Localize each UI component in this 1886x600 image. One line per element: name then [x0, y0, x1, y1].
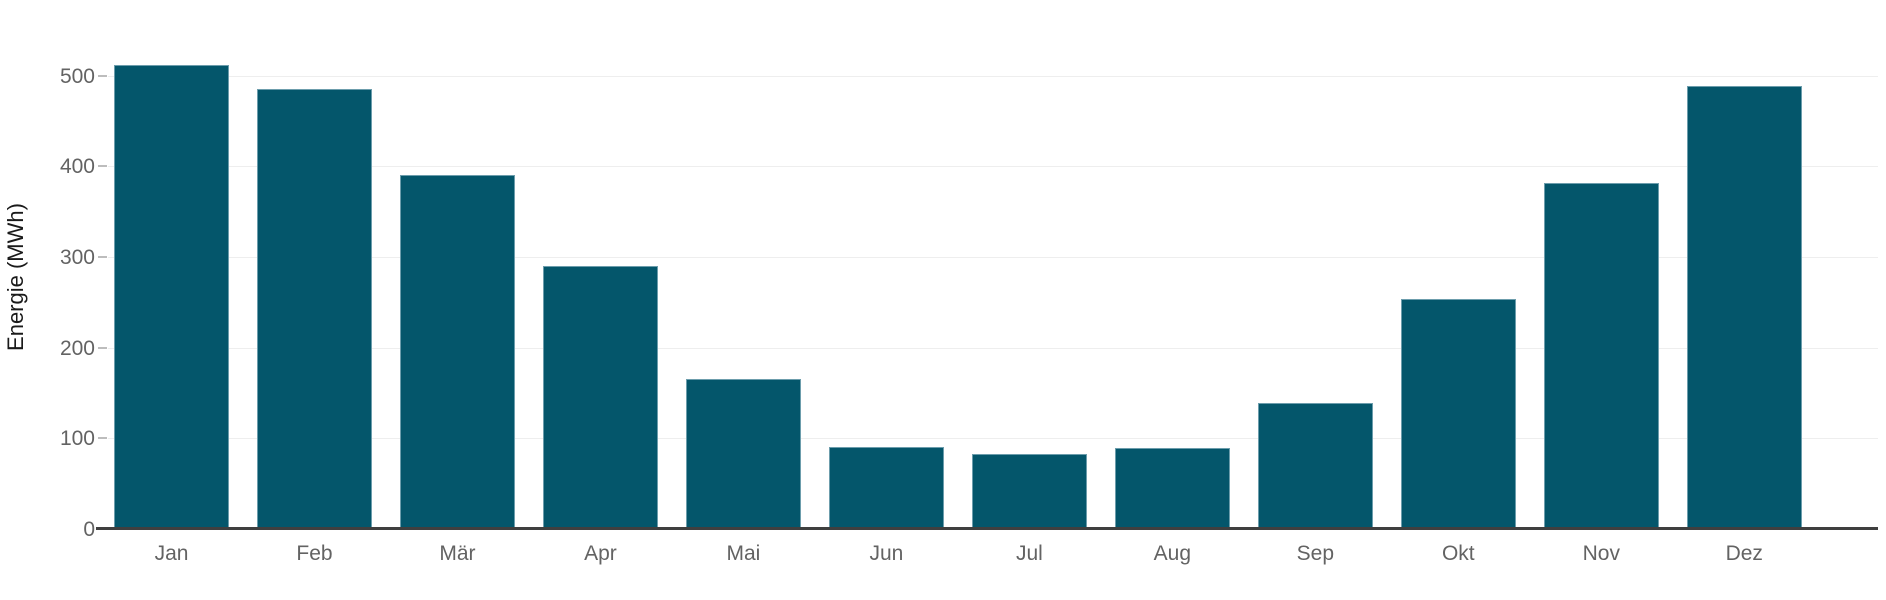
x-axis-line [96, 527, 1878, 530]
bar-jul[interactable] [971, 453, 1087, 529]
y-axis-title: Energie (MWh) [3, 203, 28, 351]
y-tick-mark-200 [98, 346, 107, 349]
bar-feb[interactable] [256, 89, 372, 529]
x-tick-label-mai: Mai [726, 542, 761, 565]
gridline-500 [108, 75, 1878, 77]
y-tick-label-500: 500 [59, 64, 95, 88]
y-tick-mark-100 [98, 437, 107, 440]
gridline-100 [108, 438, 1878, 440]
bar-nov[interactable] [1543, 183, 1659, 529]
y-tick-label-300: 300 [59, 245, 95, 269]
gridline-200 [108, 347, 1878, 349]
x-tick-label-jul: Jul [1015, 542, 1043, 565]
bar-okt[interactable] [1400, 298, 1516, 529]
bar-aug[interactable] [1114, 448, 1230, 529]
y-tick-mark-400 [98, 165, 107, 168]
bar-jan[interactable] [114, 64, 229, 529]
gridline-300 [108, 256, 1878, 258]
gridline-400 [108, 166, 1878, 168]
x-tick-label-aug: Aug [1153, 542, 1192, 565]
y-tick-label-100: 100 [59, 427, 95, 451]
bar-mär[interactable] [399, 175, 515, 529]
y-tick-mark-300 [98, 255, 107, 258]
x-tick-label-feb: Feb [296, 542, 333, 565]
x-tick-label-jun: Jun [869, 542, 904, 565]
bar-apr[interactable] [542, 265, 658, 529]
bar-sep[interactable] [1257, 402, 1373, 529]
x-tick-label-mär: Mär [439, 542, 476, 565]
bar-dez[interactable] [1686, 86, 1802, 529]
x-tick-label-sep: Sep [1296, 542, 1335, 565]
bar-jun[interactable] [828, 447, 944, 529]
y-tick-mark-500 [98, 74, 107, 77]
x-tick-label-okt: Okt [1441, 542, 1475, 565]
y-tick-label-200: 200 [59, 336, 95, 360]
x-tick-label-apr: Apr [584, 542, 617, 565]
bar-mai[interactable] [685, 379, 801, 529]
x-tick-label-jan: Jan [154, 542, 189, 565]
x-tick-label-dez: Dez [1725, 542, 1763, 565]
y-tick-label-0: 0 [83, 518, 95, 541]
x-tick-label-nov: Nov [1582, 542, 1620, 565]
y-tick-label-400: 400 [59, 155, 95, 179]
